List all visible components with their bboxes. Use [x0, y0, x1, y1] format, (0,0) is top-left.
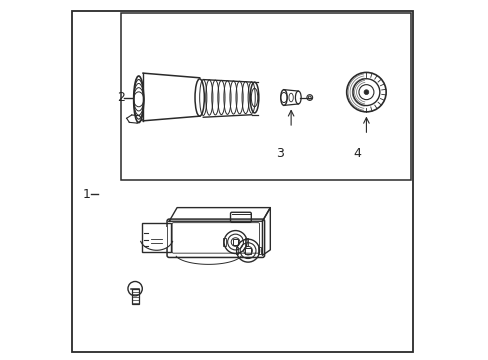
Bar — [244, 248, 250, 253]
Bar — [148, 226, 166, 248]
Bar — [142, 223, 171, 252]
Bar — [232, 239, 238, 245]
Circle shape — [364, 90, 368, 95]
Bar — [131, 289, 139, 305]
Bar — [121, 13, 410, 180]
Text: 2: 2 — [117, 91, 124, 104]
Text: 3: 3 — [276, 147, 284, 159]
Text: 1: 1 — [82, 188, 90, 201]
Text: 4: 4 — [353, 147, 361, 159]
Bar — [257, 247, 260, 254]
Bar — [244, 238, 247, 246]
Bar — [235, 247, 238, 254]
Bar — [223, 238, 225, 246]
